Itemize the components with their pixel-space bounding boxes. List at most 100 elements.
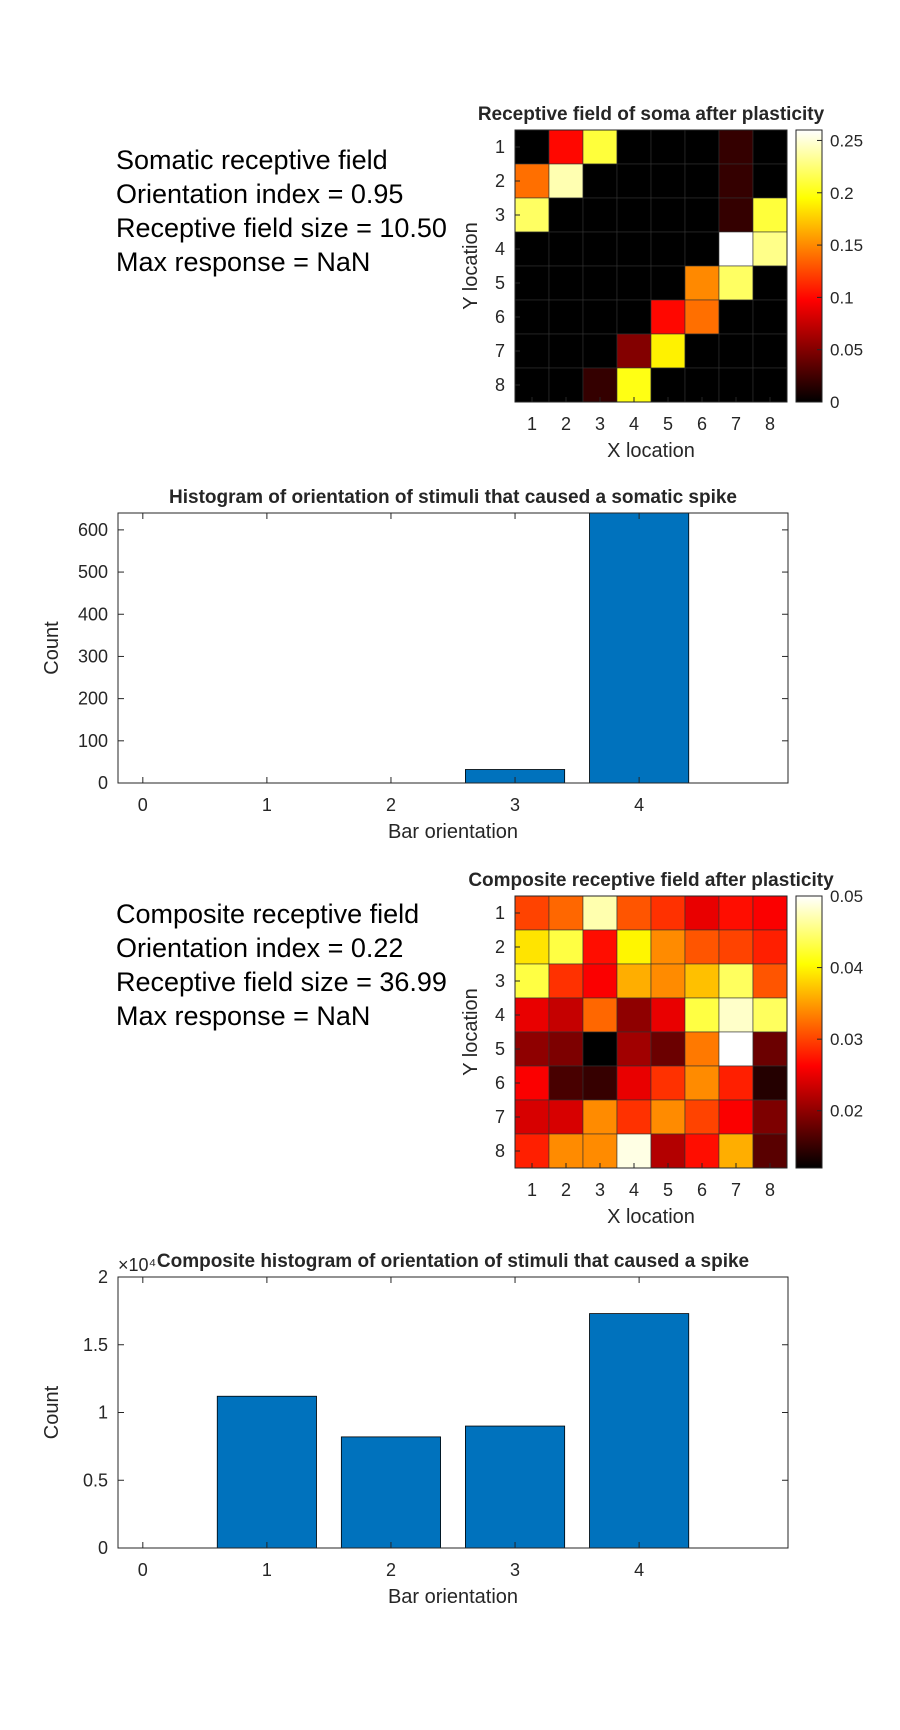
colorbar-tick-label: 0.15 [830, 236, 863, 255]
heatmap-cell [650, 265, 686, 301]
x-axis-label: X location [607, 1206, 695, 1228]
heatmap-cell [684, 895, 720, 931]
x-tick-label: 4 [629, 1180, 639, 1200]
heatmap-cell [514, 231, 550, 267]
heatmap-cell [684, 299, 720, 335]
heatmap-cell [650, 299, 686, 335]
heatmap-cell [582, 1099, 618, 1135]
heatmap-cell [582, 1133, 618, 1169]
heatmap-cell [718, 197, 754, 233]
heatmap-cell [752, 963, 788, 999]
y-tick-label: 5 [495, 273, 505, 293]
composite-rf-size: Receptive field size = 36.99 [116, 967, 447, 997]
heatmap-cell [514, 367, 550, 403]
y-tick-label: 100 [78, 731, 108, 751]
heatmap-cell [582, 1065, 618, 1101]
heatmap-cell [650, 963, 686, 999]
heatmap-cell [548, 197, 584, 233]
x-tick-label: 2 [561, 1180, 571, 1200]
somatic-rf-size: Receptive field size = 10.50 [116, 213, 447, 243]
y-tick-label: 2 [495, 171, 505, 191]
heatmap-cell [514, 197, 550, 233]
somatic-stats-heading: Somatic receptive field [116, 145, 388, 175]
heatmap-cell [650, 929, 686, 965]
y-exponent-label: ×10⁴ [118, 1255, 156, 1275]
heatmap-cell [548, 299, 584, 335]
heatmap-chart: 1 2 3 4 5 6 7 8 1 2 3 4 5 6 7 8 Receptive field of soma … [460, 104, 863, 462]
x-tick-label: 8 [765, 1180, 775, 1200]
bar-chart: 0 1 2 3 4 0 0.5 1 1.5 2 Composite histogram of ori… [41, 1251, 789, 1608]
chart-title: Histogram of orientation of stimuli that… [169, 487, 737, 508]
colorbar-tick-label: 0.25 [830, 131, 863, 150]
heatmap-cell [752, 265, 788, 301]
somatic-orientation-index: Orientation index = 0.95 [116, 179, 404, 209]
y-tick-label: 3 [495, 971, 505, 991]
y-tick-label: 600 [78, 520, 108, 540]
x-tick-label: 5 [663, 414, 673, 434]
heatmap-cell [718, 299, 754, 335]
heatmap-cell [582, 1031, 618, 1067]
heatmap-cell [548, 129, 584, 165]
composite-stats-block: Composite receptive field Orientation in… [116, 897, 447, 1033]
heatmap-cell [718, 265, 754, 301]
y-tick-label: 1 [495, 903, 505, 923]
x-tick-label: 3 [595, 414, 605, 434]
colorbar [795, 895, 823, 1169]
heatmap-cell [514, 997, 550, 1033]
heatmap-cell [616, 367, 652, 403]
colorbar-tick-label: 0 [830, 393, 839, 412]
x-tick-label: 2 [561, 414, 571, 434]
composite-stats-heading: Composite receptive field [116, 899, 420, 929]
y-tick-label: 4 [495, 1005, 505, 1025]
heatmap-cell [514, 333, 550, 369]
heatmap-cell [752, 129, 788, 165]
y-axis-label: Y location [460, 988, 482, 1075]
heatmap-cell [684, 1065, 720, 1101]
heatmap-cell [514, 1031, 550, 1067]
heatmap-cell [684, 929, 720, 965]
heatmap-cell [752, 929, 788, 965]
heatmap-cell [548, 1065, 584, 1101]
y-tick-label: 2 [495, 937, 505, 957]
colorbar-tick-label: 0.04 [830, 959, 863, 978]
heatmap-cell [752, 997, 788, 1033]
heatmap-cell [752, 1065, 788, 1101]
heatmap-cell [514, 129, 550, 165]
heatmap-cell [650, 1099, 686, 1135]
x-tick-label: 6 [697, 1180, 707, 1200]
heatmap-cell [548, 231, 584, 267]
y-tick-label: 400 [78, 604, 108, 624]
heatmap-cell [684, 129, 720, 165]
heatmap-cell [752, 197, 788, 233]
colorbar-tick-label: 0.1 [830, 288, 854, 307]
x-tick-label: 0 [138, 1560, 148, 1580]
heatmap-cell [616, 197, 652, 233]
heatmap-cell [718, 163, 754, 199]
heatmap-cell [684, 1099, 720, 1135]
heatmap-cell [582, 333, 618, 369]
y-tick-label: 0 [98, 1538, 108, 1558]
heatmap-cell [718, 367, 754, 403]
heatmap-cell [650, 895, 686, 931]
heatmap-cell [752, 1031, 788, 1067]
heatmap-cell [684, 163, 720, 199]
heatmap-cell [548, 929, 584, 965]
heatmap-cell [514, 299, 550, 335]
heatmap-cell [616, 299, 652, 335]
heatmap-cell [616, 1099, 652, 1135]
heatmap-cell [650, 197, 686, 233]
heatmap-cell [548, 963, 584, 999]
bar-chart: 0 1 2 3 4 0 100 200 300 400 500 600 Histogram of ori… [41, 487, 789, 843]
heatmap-cell [616, 1133, 652, 1169]
heatmap-cell [684, 367, 720, 403]
heatmap-cell [616, 1031, 652, 1067]
x-tick-label: 8 [765, 414, 775, 434]
heatmap-chart: 1 2 3 4 5 6 7 8 1 2 3 4 5 6 7 8 Composite receptive fiel… [460, 870, 863, 1228]
somatic-stats-block: Somatic receptive field Orientation inde… [116, 143, 447, 279]
x-tick-label: 1 [527, 1180, 537, 1200]
heatmap-cell [616, 963, 652, 999]
plot-frame [514, 895, 788, 1169]
colorbar-tick-label: 0.2 [830, 184, 854, 203]
heatmap-cell [616, 231, 652, 267]
heatmap-cell [650, 1133, 686, 1169]
